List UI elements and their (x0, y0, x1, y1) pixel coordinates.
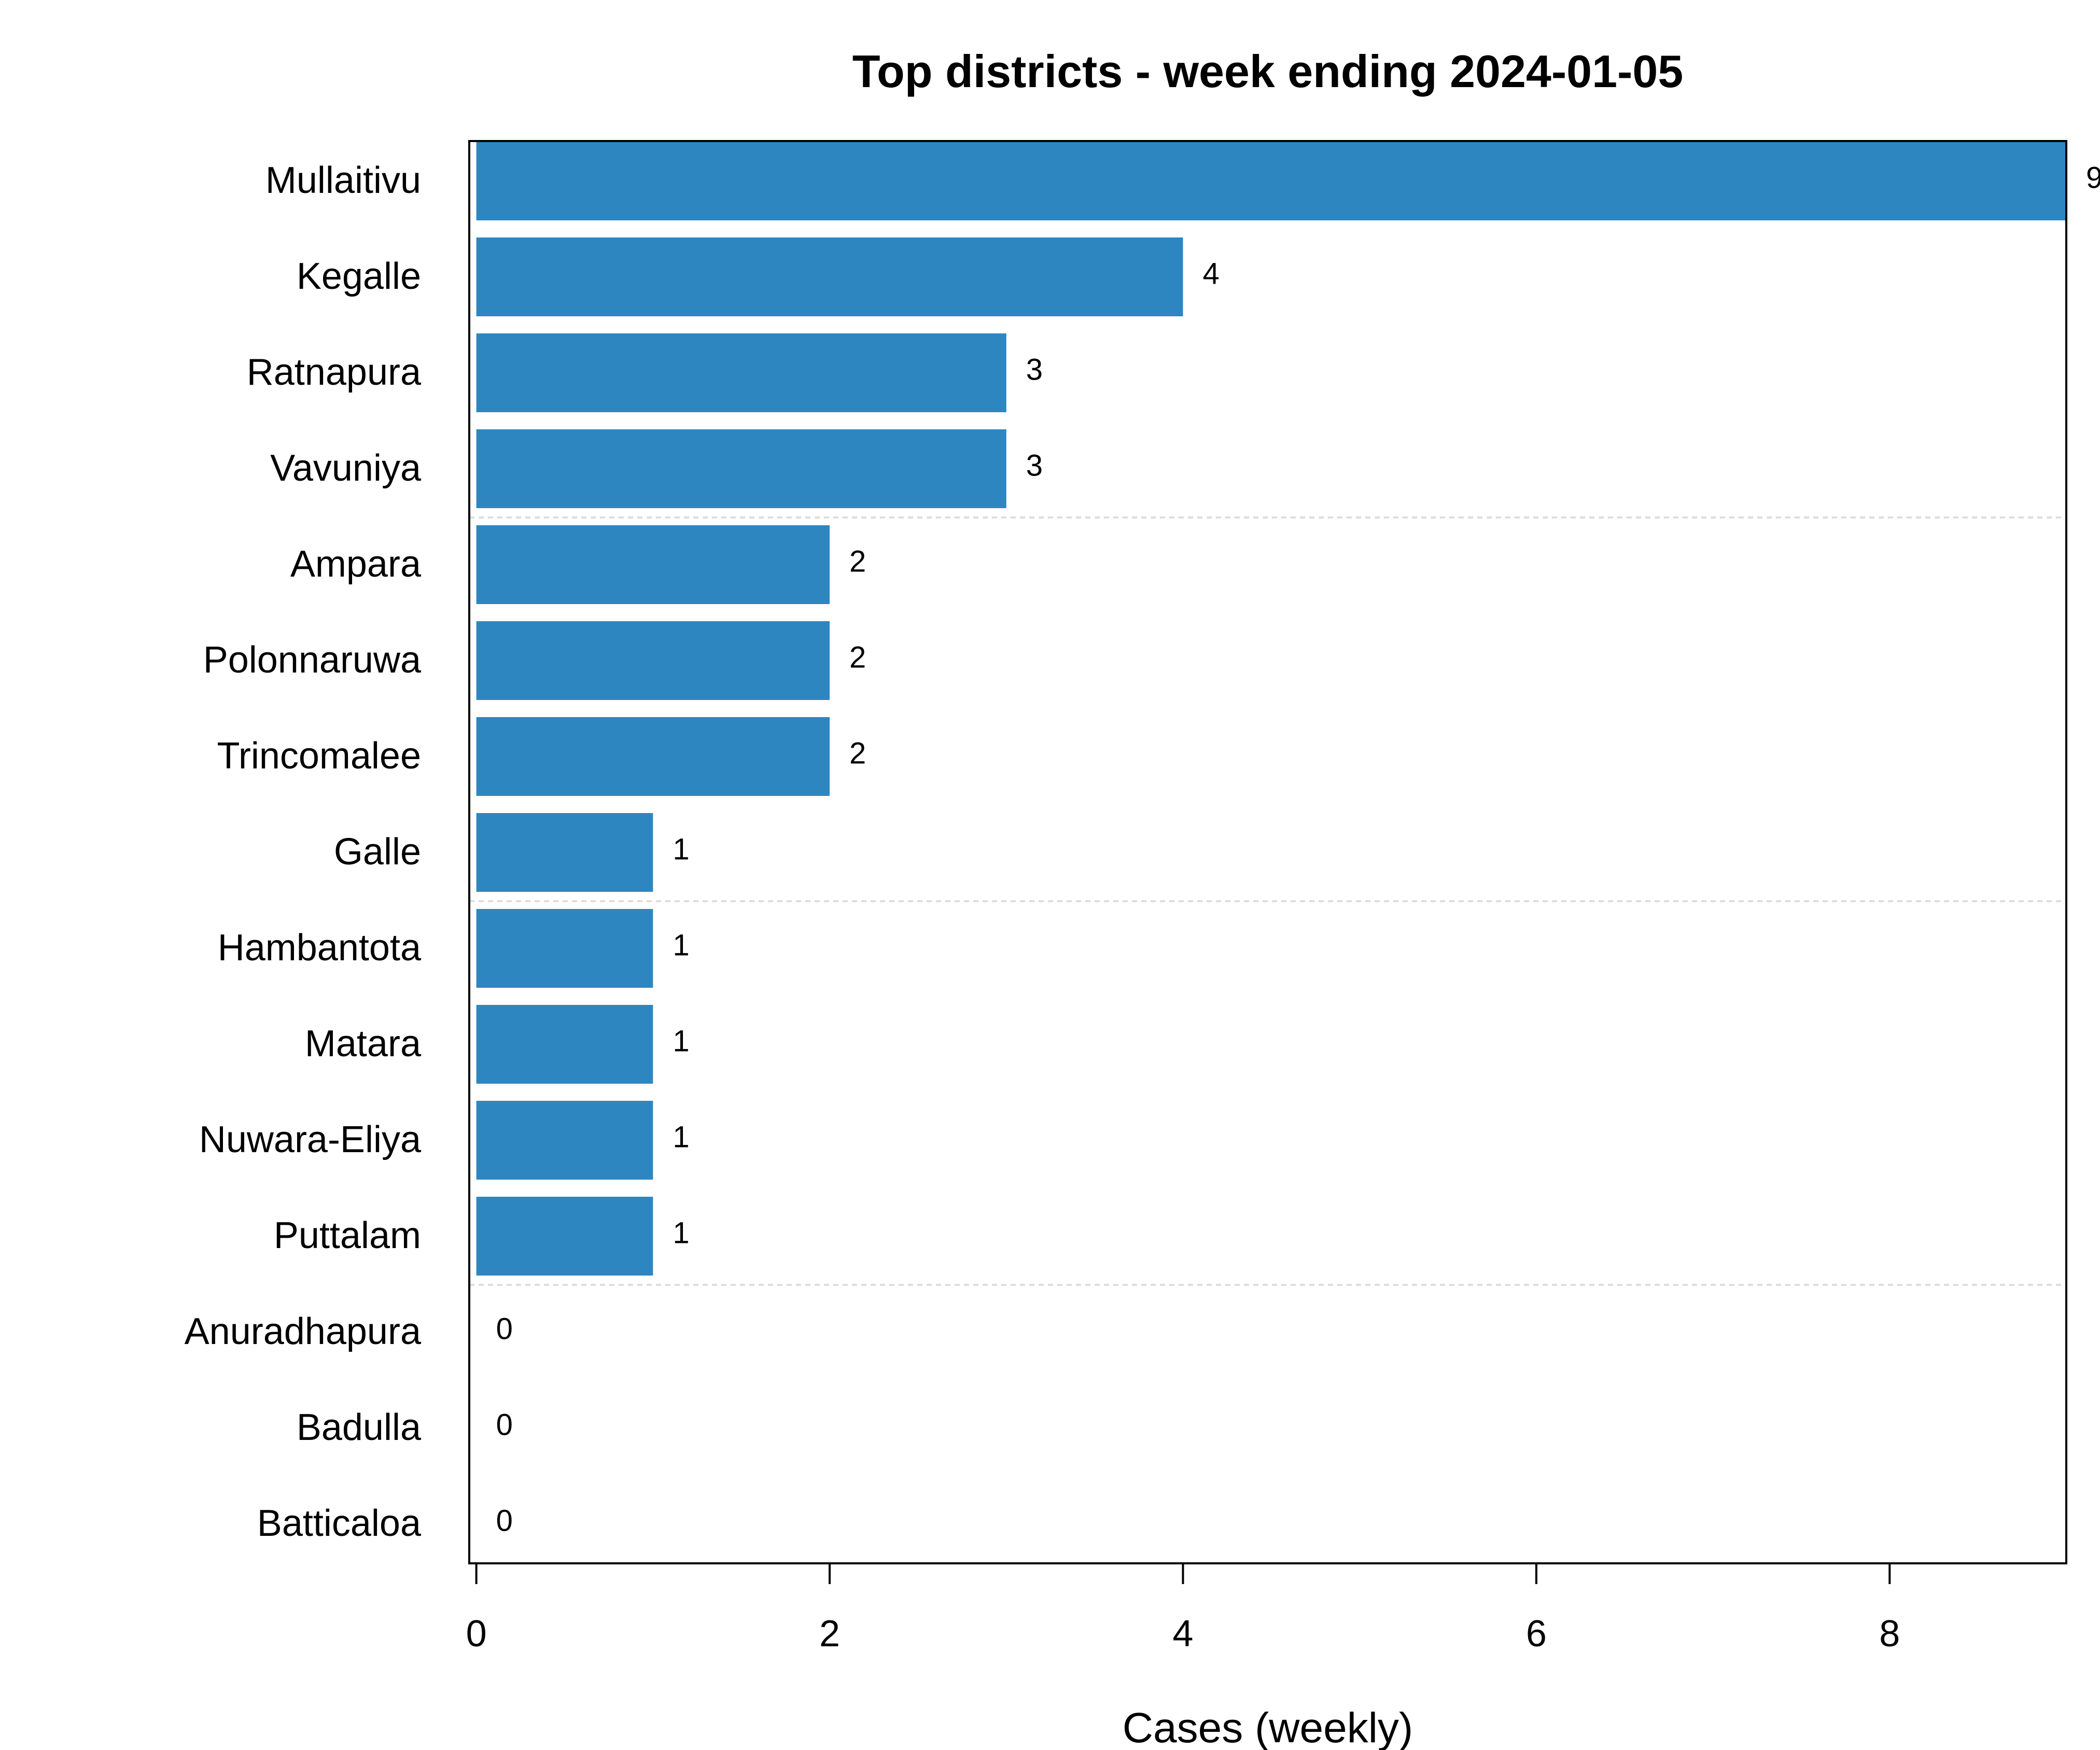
bar (476, 813, 653, 892)
bar (476, 1005, 653, 1084)
category-label: Matara (305, 1023, 422, 1065)
x-tick-label: 6 (1526, 1613, 1547, 1655)
category-label: Polonnaruwa (203, 639, 422, 681)
bar (476, 429, 1006, 508)
value-labels: 9 4 3 3 2 2 2 1 1 1 1 1 0 0 0 (496, 161, 2100, 1537)
bar-value-label: 0 (496, 1312, 513, 1346)
bar-value-label: 0 (496, 1408, 513, 1441)
category-label: Mullaitivu (265, 160, 421, 201)
bar-value-label: 1 (673, 832, 689, 866)
bar-value-label: 3 (1026, 449, 1043, 482)
bar-value-label: 2 (849, 640, 866, 674)
bar-value-label: 2 (849, 544, 866, 578)
category-label: Batticaloa (257, 1503, 422, 1544)
bar (476, 717, 830, 796)
x-tick-label: 4 (1172, 1613, 1193, 1655)
bar-value-label: 9 (2086, 161, 2100, 194)
bars (476, 142, 2066, 1276)
bar-value-label: 1 (673, 1120, 689, 1154)
x-axis-title: Cases (weekly) (1123, 1704, 1413, 1750)
category-label: Anuradhapura (185, 1311, 422, 1352)
bar (476, 1197, 653, 1276)
bar-value-label: 1 (673, 928, 689, 962)
bar-value-label: 1 (673, 1216, 689, 1250)
category-label: Badulla (297, 1407, 422, 1448)
bar (476, 1101, 653, 1180)
category-label: Galle (334, 831, 421, 873)
bar-value-label: 3 (1026, 353, 1043, 386)
category-label: Ampara (290, 543, 422, 585)
bar (476, 333, 1006, 412)
category-labels: Mullaitivu Kegalle Ratnapura Vavuniya Ampara… (185, 160, 422, 1544)
bar-value-label: 0 (496, 1504, 513, 1537)
bar (476, 525, 830, 604)
category-label: Hambantota (218, 927, 422, 969)
grid-lines (469, 516, 2066, 1286)
chart-title: Top districts - week ending 2024-01-05 (852, 46, 1683, 97)
category-label: Trincomalee (217, 735, 421, 777)
bar-value-label: 1 (673, 1024, 689, 1058)
category-label: Vavuniya (270, 447, 422, 489)
x-axis: 0 2 4 6 8 (466, 1562, 1900, 1655)
bar-value-label: 4 (1202, 257, 1219, 290)
bar (476, 621, 830, 700)
bar (476, 142, 2066, 220)
category-label: Ratnapura (247, 352, 422, 393)
bar (476, 237, 1183, 316)
bar (476, 909, 653, 988)
category-label: Nuwara-Eliya (199, 1119, 422, 1160)
category-label: Kegalle (297, 256, 421, 297)
x-tick-label: 8 (1879, 1613, 1900, 1655)
x-tick-label: 2 (819, 1613, 840, 1655)
bar-value-label: 2 (849, 736, 866, 770)
x-tick-label: 0 (466, 1613, 487, 1655)
category-label: Puttalam (274, 1215, 421, 1256)
